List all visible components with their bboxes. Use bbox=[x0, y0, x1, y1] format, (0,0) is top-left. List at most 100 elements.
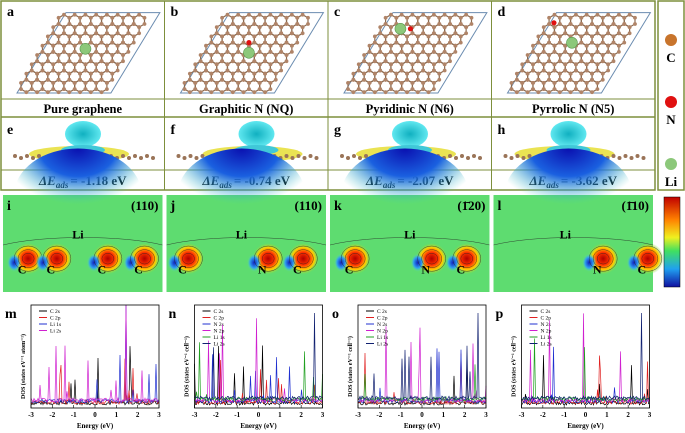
c-atom bbox=[110, 77, 115, 82]
c-atom bbox=[590, 53, 594, 57]
side-atom bbox=[515, 154, 520, 158]
c-atom bbox=[51, 87, 56, 91]
c-atom bbox=[241, 59, 246, 64]
c-atom bbox=[399, 43, 404, 48]
c-atom bbox=[563, 50, 568, 54]
c-atom bbox=[531, 50, 535, 54]
charge-cyan bbox=[238, 121, 275, 147]
c-atom bbox=[557, 53, 562, 57]
c-atom bbox=[514, 71, 519, 76]
side-atom bbox=[527, 154, 532, 158]
c-atom bbox=[45, 34, 50, 39]
c-atom bbox=[426, 15, 431, 20]
c-atom bbox=[622, 40, 627, 45]
dos-curve bbox=[521, 346, 650, 405]
c-atom bbox=[415, 53, 420, 57]
c-atom bbox=[509, 81, 514, 85]
c-atom bbox=[268, 81, 273, 85]
c-atom bbox=[257, 12, 262, 17]
c-atom bbox=[421, 43, 426, 48]
c-atom bbox=[383, 53, 388, 57]
c-atom bbox=[362, 71, 367, 76]
c-atom bbox=[268, 62, 273, 67]
c-atom bbox=[595, 31, 600, 36]
c-atom bbox=[426, 77, 431, 82]
panel-letter: g bbox=[334, 123, 341, 138]
x-tick-label: -2 bbox=[49, 411, 55, 419]
c-atom bbox=[405, 77, 409, 82]
c-atom bbox=[105, 50, 109, 54]
legend-label: Li 1s bbox=[541, 335, 552, 341]
c-atom bbox=[257, 87, 262, 91]
c-atom bbox=[121, 22, 125, 26]
c-atom bbox=[263, 71, 267, 76]
c-atom bbox=[378, 81, 383, 85]
c-atom bbox=[356, 87, 361, 91]
c-atom bbox=[389, 43, 393, 48]
c-atom bbox=[263, 53, 267, 57]
c-atom bbox=[595, 81, 600, 85]
c-atom bbox=[51, 62, 56, 67]
c-atom bbox=[88, 34, 93, 39]
c-atom bbox=[19, 87, 23, 91]
c-atom bbox=[362, 77, 367, 82]
c-atom bbox=[547, 90, 551, 95]
c-atom bbox=[295, 15, 300, 20]
side-atom bbox=[139, 156, 143, 160]
side-atom bbox=[635, 154, 640, 158]
panel-letter: c bbox=[334, 5, 340, 20]
map-low bbox=[177, 148, 306, 242]
side-atom bbox=[466, 156, 470, 160]
c-atom bbox=[126, 31, 131, 36]
dos-curve bbox=[521, 313, 650, 403]
legend-label: C 2s bbox=[377, 309, 387, 315]
legend-label: C 2s bbox=[214, 309, 224, 315]
contour bbox=[596, 253, 610, 265]
c-atom bbox=[29, 81, 34, 85]
c-atom bbox=[72, 25, 77, 29]
c-atom bbox=[458, 22, 463, 26]
legend-label: Li bbox=[665, 174, 678, 189]
c-atom bbox=[83, 12, 88, 17]
side-atom bbox=[290, 156, 295, 160]
c-atom bbox=[115, 25, 120, 29]
c-atom bbox=[552, 31, 557, 36]
panel-letter: a bbox=[7, 5, 14, 20]
c-atom bbox=[220, 77, 224, 82]
c-atom bbox=[88, 22, 93, 26]
x-tick-label: 0 bbox=[257, 411, 261, 419]
side-atom bbox=[194, 156, 199, 160]
c-atom bbox=[579, 22, 584, 26]
c-atom bbox=[557, 22, 562, 26]
c-atom bbox=[24, 71, 29, 76]
contour bbox=[258, 249, 279, 268]
c-atom bbox=[574, 50, 578, 54]
c-atom bbox=[579, 71, 584, 76]
c-atom bbox=[606, 12, 611, 17]
c-atom bbox=[289, 31, 294, 36]
x-tick-label: 0 bbox=[93, 411, 97, 419]
x-tick-label: 2 bbox=[136, 411, 140, 419]
c-atom bbox=[99, 15, 104, 20]
c-atom bbox=[399, 68, 404, 73]
c-atom bbox=[225, 68, 230, 73]
c-atom bbox=[469, 15, 474, 20]
c-atom bbox=[99, 34, 104, 39]
contour bbox=[641, 253, 655, 265]
c-atom bbox=[563, 43, 568, 48]
c-atom bbox=[268, 68, 273, 73]
c-atom bbox=[541, 81, 546, 85]
c-atom bbox=[426, 71, 431, 76]
c-atom bbox=[62, 81, 66, 85]
side-atom bbox=[19, 156, 23, 160]
c-atom bbox=[268, 12, 273, 17]
c-atom bbox=[279, 12, 284, 17]
c-atom bbox=[88, 90, 93, 95]
c-atom bbox=[62, 62, 66, 67]
c-atom bbox=[268, 43, 273, 48]
c-atom bbox=[236, 25, 241, 29]
atom-label: C bbox=[637, 263, 646, 277]
c-atom bbox=[236, 87, 241, 91]
side-atom bbox=[629, 156, 634, 160]
legend-label: N bbox=[666, 112, 676, 127]
